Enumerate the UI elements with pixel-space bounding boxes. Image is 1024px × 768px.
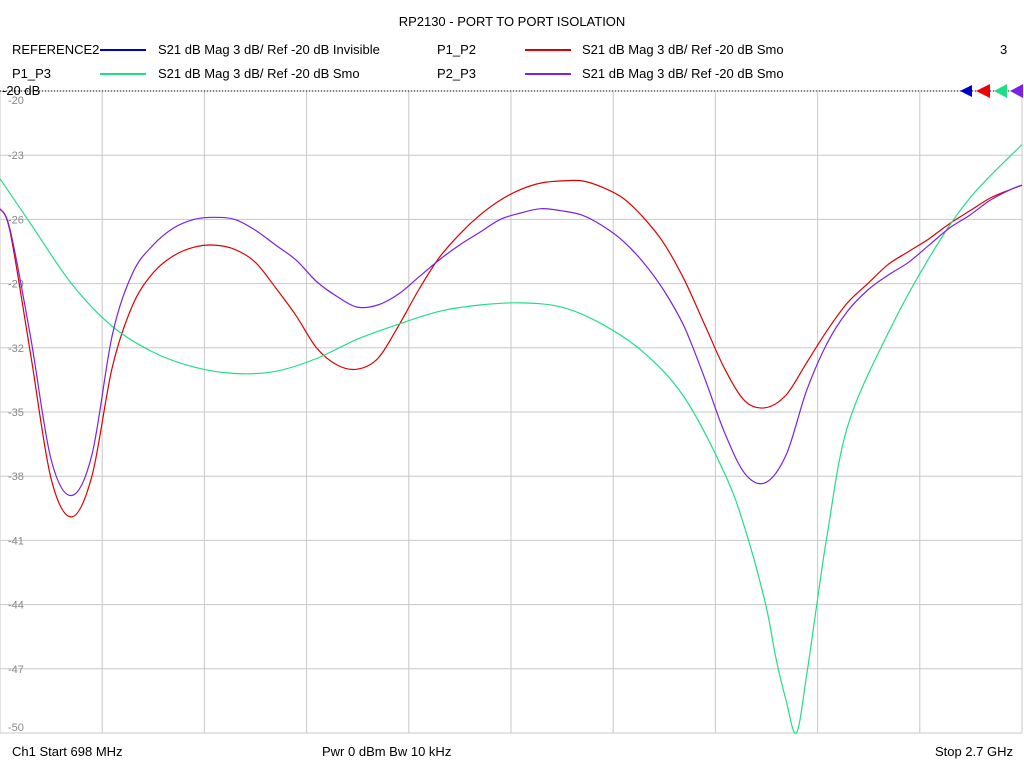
- marker-count: 3: [1000, 42, 1008, 57]
- ref-marker-reference2-icon[interactable]: [960, 85, 972, 97]
- chart-title: RP2130 - PORT TO PORT ISOLATION: [398, 14, 626, 29]
- footer-power-bandwidth: Pwr 0 dBm Bw 10 kHz: [322, 744, 452, 759]
- legend-desc-reference2: S21 dB Mag 3 dB/ Ref -20 dB Invisible: [158, 42, 380, 57]
- y-tick-label: -35: [8, 407, 24, 419]
- legend-swatch-p1-p2: [525, 49, 571, 51]
- legend-swatch-reference2: [100, 49, 146, 51]
- legend-desc-p1-p3: S21 dB Mag 3 dB/ Ref -20 dB Smo: [158, 66, 360, 81]
- ref-marker-p1-p3-icon[interactable]: [994, 84, 1007, 98]
- y-tick-label: -50: [8, 722, 24, 734]
- y-tick-label: -26: [8, 214, 24, 226]
- y-tick-label: -32: [8, 343, 24, 355]
- legend-desc-p2-p3: S21 dB Mag 3 dB/ Ref -20 dB Smo: [582, 66, 784, 81]
- series-line-p2-p3: [0, 184, 1023, 497]
- y-tick-label: -47: [8, 664, 24, 676]
- footer-stop: Stop 2.7 GHz: [934, 744, 1013, 759]
- legend-desc-p1-p2: S21 dB Mag 3 dB/ Ref -20 dB Smo: [582, 42, 784, 57]
- reference-level-label: -20 dB: [2, 83, 41, 98]
- ref-marker-p2-p3-icon[interactable]: [1010, 84, 1023, 98]
- legend-swatch-p1-p3: [100, 73, 146, 75]
- legend-name-p1-p2: P1_P2: [437, 42, 477, 57]
- series-line-p1-p2: [0, 179, 1023, 518]
- series-group: [0, 144, 1023, 734]
- y-tick-labels: -20-23-26-29-32-35-38-41-44-47-50: [8, 95, 24, 734]
- y-tick-label: -41: [8, 535, 24, 547]
- y-tick-label: -23: [8, 150, 24, 162]
- ref-marker-p1-p2-icon[interactable]: [976, 84, 990, 98]
- y-tick-label: -20: [8, 95, 24, 107]
- reference-markers: [960, 84, 1023, 98]
- series-line-p1-p3: [0, 144, 1023, 734]
- legend-swatch-p2-p3: [525, 73, 571, 75]
- y-tick-label: -38: [8, 471, 24, 483]
- legend-name-p1-p3: P1_P3: [12, 66, 52, 81]
- y-tick-label: -44: [8, 600, 24, 612]
- legend-name-p2-p3: P2_P3: [437, 66, 477, 81]
- chart-grid: [0, 90, 1023, 734]
- footer-start: Ch1 Start 698 MHz: [12, 744, 123, 759]
- legend-name-reference2: REFERENCE2: [12, 42, 100, 57]
